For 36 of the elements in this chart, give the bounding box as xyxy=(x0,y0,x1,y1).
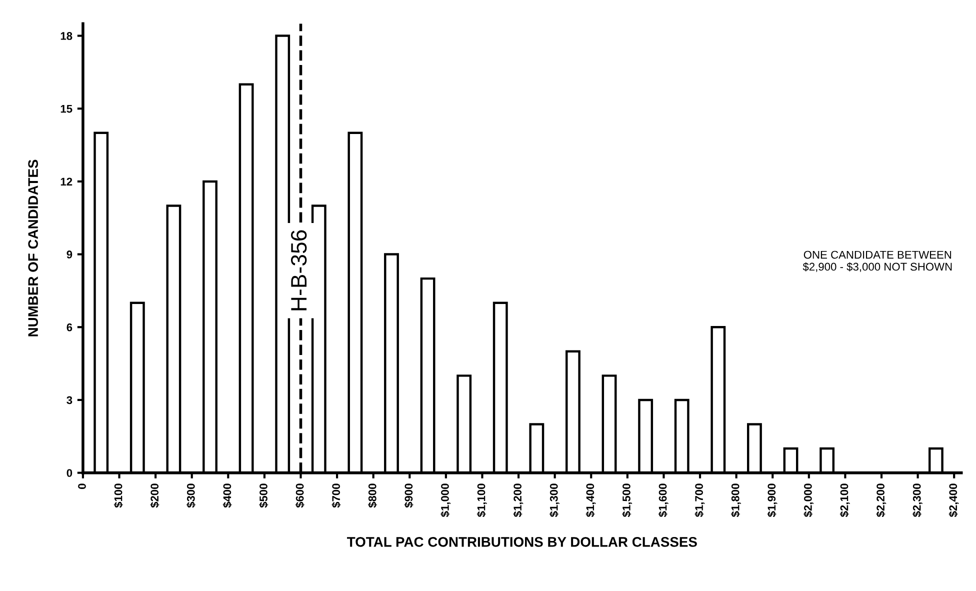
x-axis-title: TOTAL PAC CONTRIBUTIONS BY DOLLAR CLASSES xyxy=(347,537,697,547)
x-tick-label: $1,800 xyxy=(730,484,741,518)
x-tick-label: $700 xyxy=(332,484,341,508)
x-tick-label: $500 xyxy=(259,484,268,508)
x-tick-label: 0 xyxy=(78,484,86,489)
x-tick-label: $1,400 xyxy=(586,484,596,518)
x-tick-label: $1,900 xyxy=(767,484,778,518)
x-tick-label: $1,000 xyxy=(440,484,451,518)
y-tick-label: 6 xyxy=(66,323,72,332)
x-tick-label: $1,500 xyxy=(622,484,632,518)
x-tick-label: $2,300 xyxy=(912,484,922,518)
x-tick-label: $100 xyxy=(114,484,123,508)
x-tick-label: $2,000 xyxy=(804,484,814,518)
x-tick-label: $300 xyxy=(186,484,196,508)
annotation: ONE CANDIDATE BETWEEN $2,900 - $3,000 NOT SHOWN xyxy=(802,250,952,272)
x-tick-label: $1,600 xyxy=(658,484,668,518)
y-tick-label: 15 xyxy=(60,105,72,113)
x-tick-label: $1,300 xyxy=(549,484,560,518)
y-tick-label: 0 xyxy=(66,469,72,477)
y-axis-title: NUMBER OF CANDIDATES xyxy=(28,160,38,336)
x-tick-label: $1,700 xyxy=(694,484,705,518)
x-tick-label: $400 xyxy=(222,484,232,508)
x-tick-label: $2,100 xyxy=(840,484,850,518)
x-tick-label: $1,100 xyxy=(476,484,487,518)
x-tick-label: $900 xyxy=(404,484,414,508)
y-tick-label: 9 xyxy=(66,250,72,258)
x-tick-label: $200 xyxy=(150,484,160,508)
y-tick-label: 3 xyxy=(66,396,72,404)
x-tick-label: $600 xyxy=(295,484,304,508)
y-tick-label: 18 xyxy=(60,32,72,40)
y-tick-label: 12 xyxy=(60,178,72,186)
x-tick-label: $2,400 xyxy=(948,484,959,518)
x-tick-label: $1,200 xyxy=(513,484,524,518)
x-tick-label: $2,200 xyxy=(876,484,886,518)
ref-line-label: H-B-356 xyxy=(290,230,307,310)
x-tick-label: $800 xyxy=(368,484,378,508)
